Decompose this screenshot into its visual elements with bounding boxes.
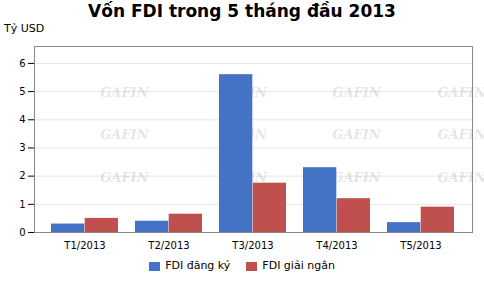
svg-text:4: 4	[19, 114, 25, 125]
html-text:FDI giải ngân: FDI giải ngân	[262, 259, 335, 272]
svg-text:T3/2013: T3/2013	[231, 240, 273, 251]
svg-text:T4/2013: T4/2013	[315, 240, 357, 251]
svg-text:T5/2013: T5/2013	[399, 240, 441, 251]
svg-text:GAFIN: GAFIN	[332, 170, 381, 185]
html-text:Tỷ USD: Tỷ USD	[4, 22, 45, 35]
svg-text:GAFIN: GAFIN	[100, 170, 149, 185]
svg-text:T2/2013: T2/2013	[147, 240, 189, 251]
svg-text:1: 1	[19, 199, 25, 210]
svg-text:T1/2013: T1/2013	[63, 240, 105, 251]
svg-text:6: 6	[19, 58, 25, 69]
svg-text:GAFIN: GAFIN	[437, 127, 484, 142]
svg-text:GAFIN: GAFIN	[100, 85, 149, 100]
svg-text:GAFIN: GAFIN	[437, 85, 484, 100]
svg-text:GAFIN: GAFIN	[100, 127, 149, 142]
svg-text:2: 2	[19, 170, 25, 181]
svg-text:0: 0	[19, 227, 25, 238]
svg-text:GAFIN: GAFIN	[332, 85, 381, 100]
html-text:Vốn FDI trong 5 tháng đầu 2013: Vốn FDI trong 5 tháng đầu 2013	[88, 1, 396, 21]
svg-text:3: 3	[19, 142, 25, 153]
svg-text:GAFIN: GAFIN	[437, 170, 484, 185]
html-text:FDI đăng ký: FDI đăng ký	[165, 259, 231, 272]
svg-text:5: 5	[19, 86, 25, 97]
svg-text:GAFIN: GAFIN	[332, 127, 381, 142]
